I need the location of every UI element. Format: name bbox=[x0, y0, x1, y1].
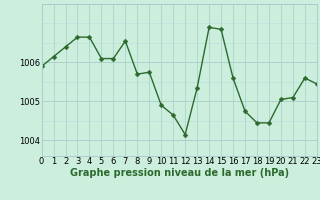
X-axis label: Graphe pression niveau de la mer (hPa): Graphe pression niveau de la mer (hPa) bbox=[70, 168, 289, 178]
